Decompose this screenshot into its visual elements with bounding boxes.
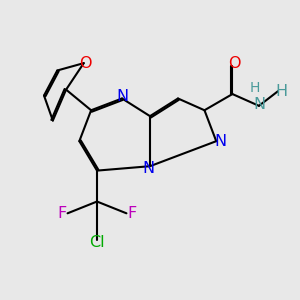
Text: F: F: [57, 206, 66, 221]
Text: N: N: [214, 134, 227, 149]
Text: N: N: [142, 161, 154, 176]
Text: O: O: [79, 56, 92, 70]
Text: N: N: [116, 89, 128, 104]
Text: H: H: [249, 81, 260, 94]
Text: O: O: [228, 56, 240, 70]
Text: H: H: [276, 84, 288, 99]
Text: F: F: [128, 206, 137, 221]
Text: N: N: [253, 97, 265, 112]
Text: Cl: Cl: [89, 235, 105, 250]
